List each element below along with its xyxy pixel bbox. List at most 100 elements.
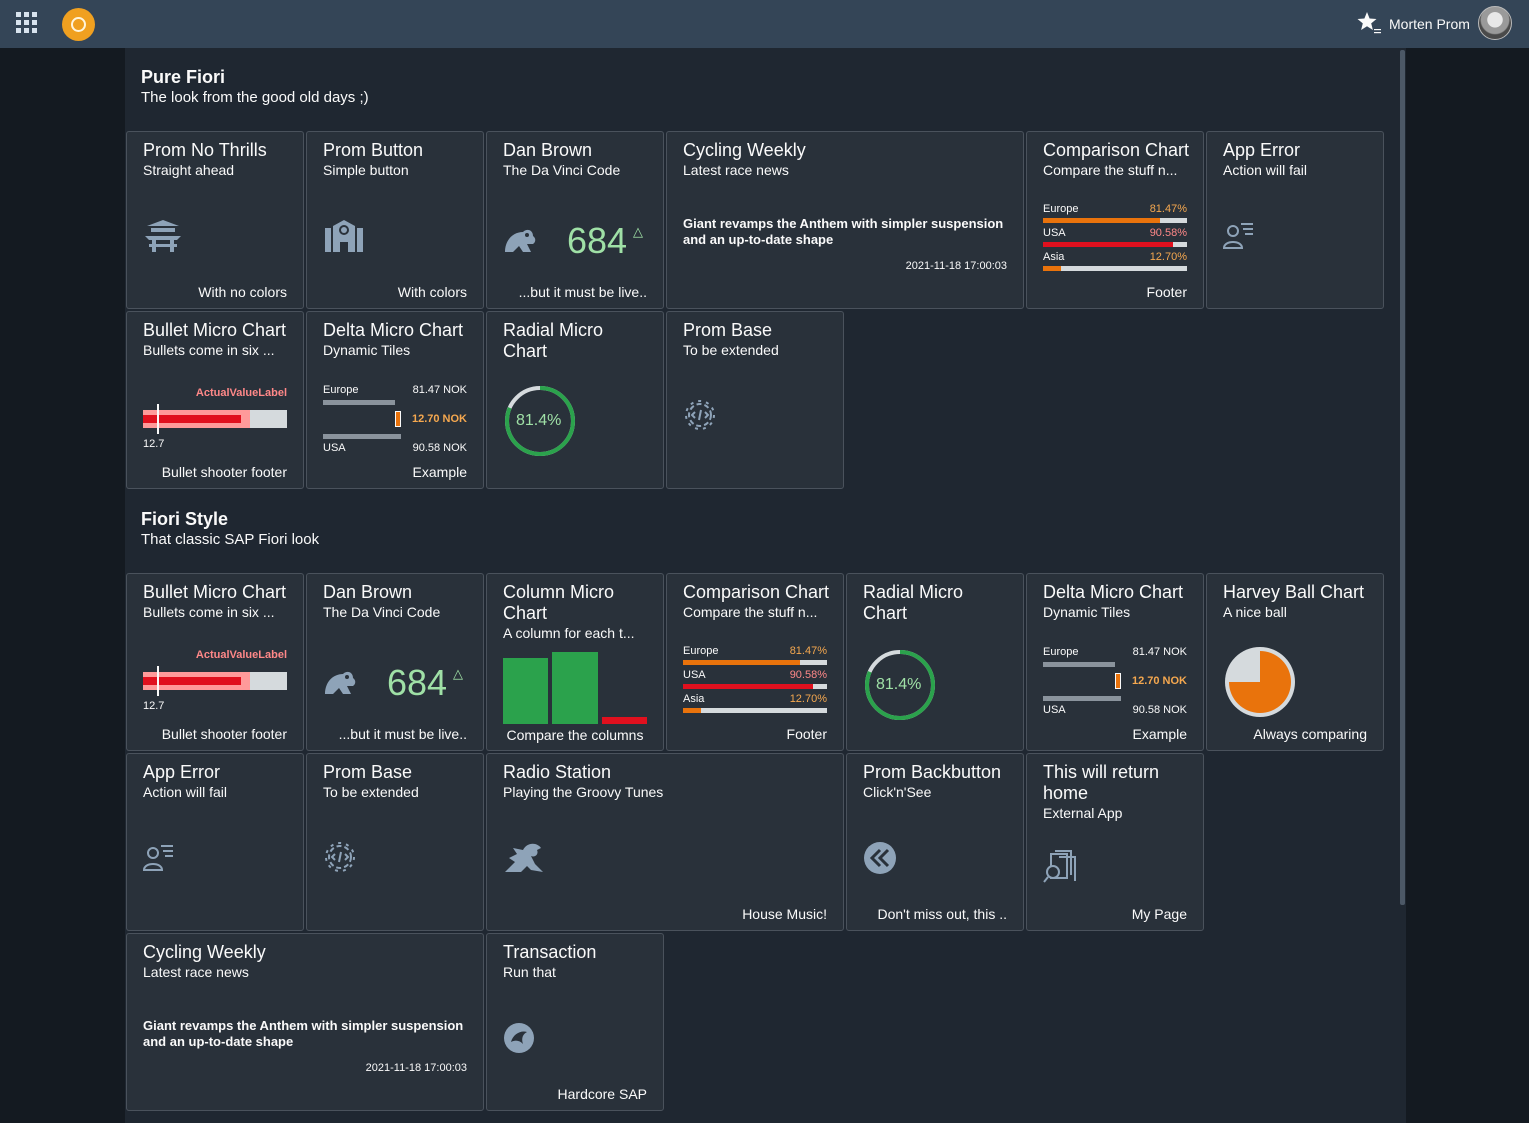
tile-subtitle: Latest race news	[143, 964, 249, 980]
tile-subtitle: External App	[1043, 805, 1123, 821]
scrollbar-thumb[interactable]	[1400, 50, 1405, 905]
tile-footer: With colors	[397, 284, 467, 300]
building-icon	[325, 220, 363, 252]
tile-footer: Bullet shooter footer	[161, 726, 287, 742]
tile-cycling-weekly[interactable]: Cycling Weekly Latest race news Giant re…	[126, 933, 484, 1111]
tile-footer: Bullet shooter footer	[161, 464, 287, 480]
tile-cycling-weekly[interactable]: Cycling Weekly Latest race news Giant re…	[666, 131, 1024, 309]
comparison-row: USA 90.58%	[683, 669, 827, 691]
tile-subtitle: Latest race news	[683, 162, 789, 178]
radial-chart	[505, 386, 575, 456]
radial-chart	[865, 650, 935, 720]
tile-subtitle: Bullets come in six ...	[143, 604, 275, 620]
avatar[interactable]	[1478, 6, 1512, 40]
bullet-actual-bar	[143, 677, 241, 685]
tile-radial-micro-chart[interactable]: Radial Micro Chart 81.4%	[486, 311, 664, 489]
tile-footer: My Page	[1131, 906, 1187, 922]
tile-harvey-ball-chart[interactable]: Harvey Ball Chart A nice ball Always com…	[1206, 573, 1384, 751]
tile-subtitle: Simple button	[323, 162, 409, 178]
tile-return-home[interactable]: This will return home External App My Pa…	[1026, 753, 1204, 931]
tile-bullet-micro-chart[interactable]: Bullet Micro Chart Bullets come in six .…	[126, 573, 304, 751]
tile-footer: Footer	[786, 726, 827, 742]
comparison-bar	[1043, 266, 1062, 271]
double-back-icon	[864, 842, 896, 874]
delta-diff-bar	[395, 411, 401, 427]
comparison-label: Europe	[683, 645, 719, 657]
column-bar	[552, 652, 598, 724]
tile-title: Delta Micro Chart	[1043, 582, 1184, 602]
tile-delta-micro-chart[interactable]: Delta Micro Chart Dynamic Tiles Europe 8…	[1026, 573, 1204, 751]
tile-dan-brown[interactable]: Dan Brown The Da Vinci Code 684 △ ...but…	[486, 131, 664, 309]
trend-up-icon: △	[453, 666, 463, 681]
delta-bar-1	[323, 400, 395, 405]
app-launcher-icon[interactable]	[16, 12, 40, 36]
radial-value: 81.4%	[876, 676, 922, 693]
tile-prom-base[interactable]: Prom Base To be extended	[306, 753, 484, 931]
comparison-label: USA	[683, 669, 706, 681]
delta-value-1: 81.47 NOK	[412, 384, 467, 396]
tile-comparison-chart[interactable]: Comparison Chart Compare the stuff n... …	[666, 573, 844, 751]
bullet-actual-label: ActualValueLabel	[195, 649, 287, 661]
tile-subtitle: Dynamic Tiles	[1043, 604, 1131, 620]
tile-footer: ...but it must be live..	[518, 284, 647, 300]
tile-subtitle: Action will fail	[1223, 162, 1308, 178]
company-logo[interactable]	[62, 8, 95, 41]
news-date: 2021-11-18 17:00:03	[905, 260, 1007, 272]
tile-dan-brown[interactable]: Dan Brown The Da Vinci Code 684 △ ...but…	[306, 573, 484, 751]
tile-prom-backbutton[interactable]: Prom Backbutton Click'n'See Don't miss o…	[846, 753, 1024, 931]
delta-difference: 12.70 NOK	[1131, 675, 1187, 687]
tile-footer: Footer	[1146, 284, 1187, 300]
bullet-actual-bar	[143, 415, 241, 423]
column-bar	[601, 716, 647, 724]
tile-title: Bullet Micro Chart	[143, 320, 287, 340]
comparison-label: Asia	[683, 693, 705, 705]
tile-prom-base[interactable]: Prom Base To be extended	[666, 311, 844, 489]
delta-chart: Europe 81.47 NOK 12.70 NOK USA 90.58 NOK	[1043, 646, 1187, 716]
tile-app-error[interactable]: App Error Action will fail	[126, 753, 304, 931]
delta-label-1: Europe	[323, 384, 359, 396]
tile-subtitle: A nice ball	[1223, 604, 1287, 620]
comparison-row: Asia 12.70%	[683, 693, 827, 715]
comparison-bar	[1043, 218, 1161, 223]
tile-prom-button[interactable]: Prom Button Simple button With colors	[306, 131, 484, 309]
shell-bar: Morten Prom	[0, 0, 1529, 48]
tile-title: Radial Micro Chart	[503, 320, 604, 361]
tile-radial-micro-chart[interactable]: Radial Micro Chart 81.4%	[846, 573, 1024, 751]
tile-title: Delta Micro Chart	[323, 320, 464, 340]
tile-bullet-micro-chart[interactable]: Bullet Micro Chart Bullets come in six .…	[126, 311, 304, 489]
comparison-bar	[1043, 242, 1174, 247]
tile-title: Radial Micro Chart	[863, 582, 964, 623]
tile-column-micro-chart[interactable]: Column Micro Chart A column for each t..…	[486, 573, 664, 751]
dragon-icon	[505, 843, 543, 872]
tile-title: Comparison Chart	[1043, 140, 1190, 160]
tile-footer: Example	[412, 464, 467, 480]
column-caption: Compare the columns	[506, 727, 644, 743]
tile-title: Radio Station	[503, 762, 612, 782]
tile-title: Comparison Chart	[683, 582, 830, 602]
tile-footer: Don't miss out, this ..	[877, 906, 1008, 922]
tile-delta-micro-chart[interactable]: Delta Micro Chart Dynamic Tiles Europe 8…	[306, 311, 484, 489]
tile-comparison-chart[interactable]: Comparison Chart Compare the stuff n... …	[1026, 131, 1204, 309]
tile-app-error[interactable]: App Error Action will fail	[1206, 131, 1384, 309]
gear-code-icon	[685, 400, 715, 430]
tile-title: Transaction	[503, 942, 597, 962]
news-headline: Giant revamps the Anthem with simpler su…	[143, 1018, 464, 1049]
tile-subtitle: The Da Vinci Code	[503, 162, 621, 178]
tile-title: Dan Brown	[503, 140, 593, 160]
comparison-row: Europe 81.47%	[683, 645, 827, 667]
tile-title: Column Micro Chart	[503, 582, 615, 623]
tile-transaction[interactable]: Transaction Run that Hardcore SAP	[486, 933, 664, 1111]
tile-radio-station[interactable]: Radio Station Playing the Groovy Tunes H…	[486, 753, 844, 931]
favorites-star-icon[interactable]	[1356, 10, 1382, 36]
user-name[interactable]: Morten Prom	[1389, 16, 1470, 32]
group-subtitle: That classic SAP Fiori look	[141, 531, 320, 548]
tile-subtitle: Bullets come in six ...	[143, 342, 275, 358]
bird-icon	[504, 1023, 534, 1053]
harvey-ball-chart	[1225, 647, 1295, 717]
comparison-value: 90.58%	[789, 669, 827, 681]
tile-title: Prom Backbutton	[863, 762, 1002, 782]
kpi-value: 684	[567, 220, 628, 261]
tile-prom-no-thrills[interactable]: Prom No Thrills Straight ahead With no c…	[126, 131, 304, 309]
tile-subtitle: Compare the stuff n...	[1043, 162, 1178, 178]
tile-title: App Error	[143, 762, 221, 782]
